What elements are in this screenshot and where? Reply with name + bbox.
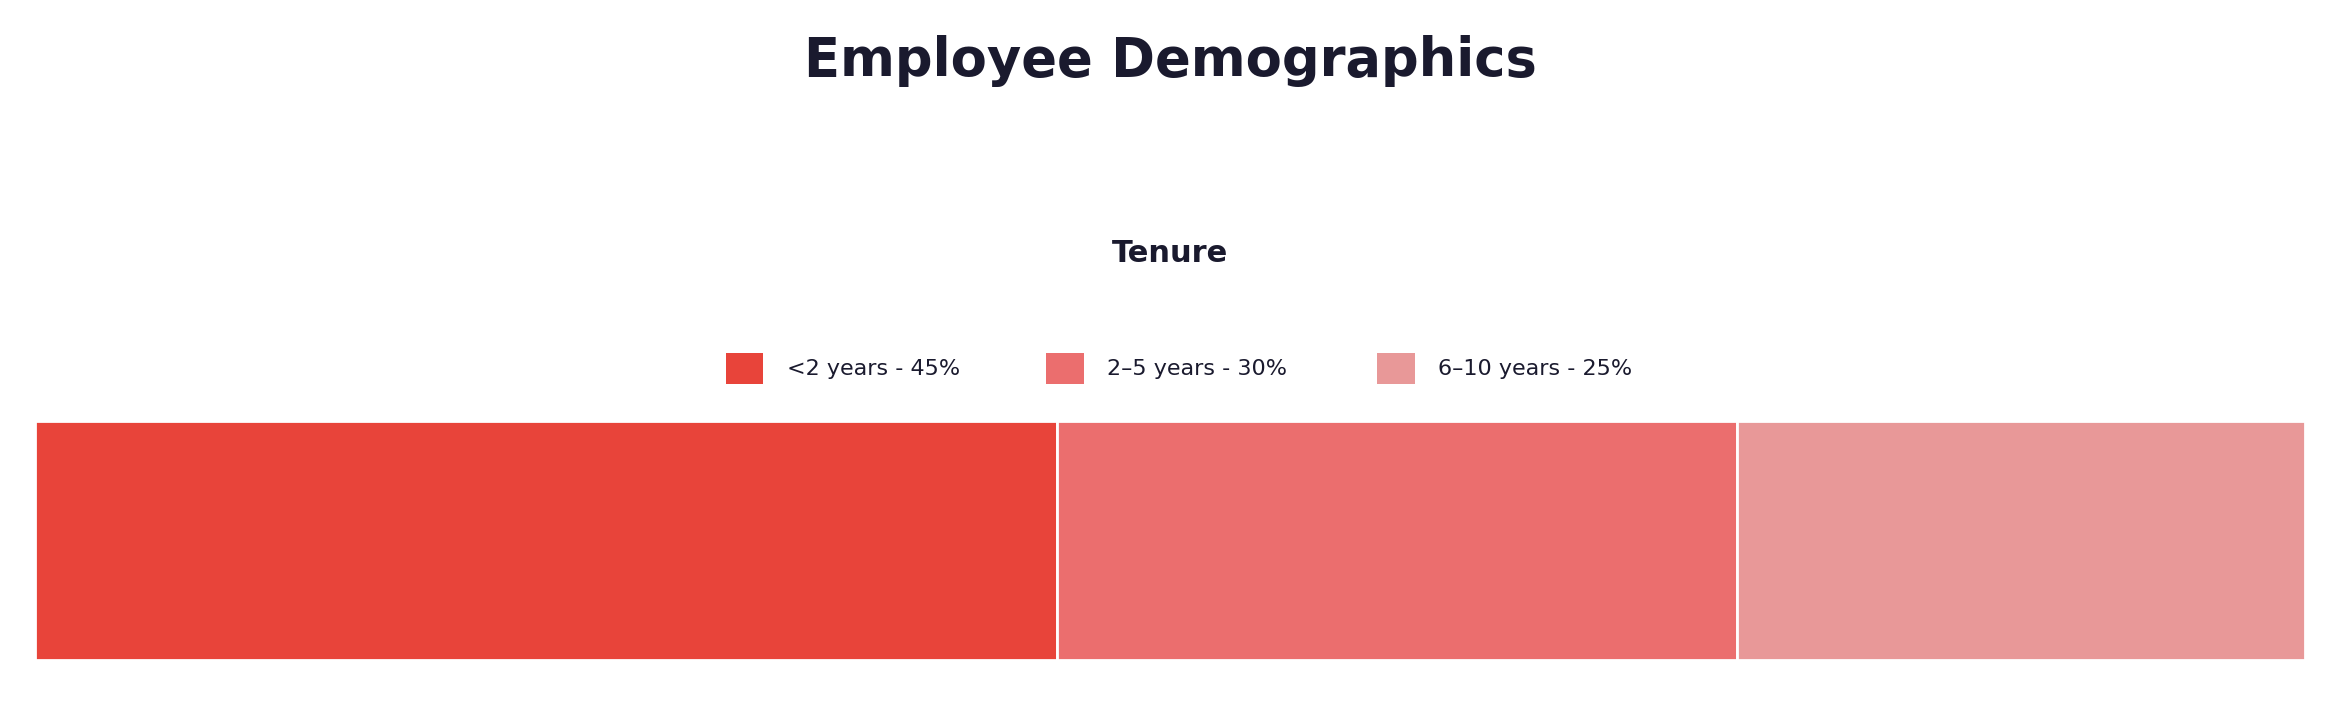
Text: Tenure: Tenure: [1112, 239, 1228, 267]
Text: Employee Demographics: Employee Demographics: [803, 35, 1537, 87]
Text: 6–10 years - 25%: 6–10 years - 25%: [1439, 359, 1633, 378]
Text: 2–5 years - 30%: 2–5 years - 30%: [1107, 359, 1287, 378]
Bar: [1736, 421, 2305, 660]
Bar: [725, 353, 763, 385]
Text: <2 years - 45%: <2 years - 45%: [786, 359, 959, 378]
Bar: [1378, 353, 1416, 385]
Bar: [1058, 421, 1736, 660]
Bar: [35, 421, 1058, 660]
Bar: [1046, 353, 1083, 385]
